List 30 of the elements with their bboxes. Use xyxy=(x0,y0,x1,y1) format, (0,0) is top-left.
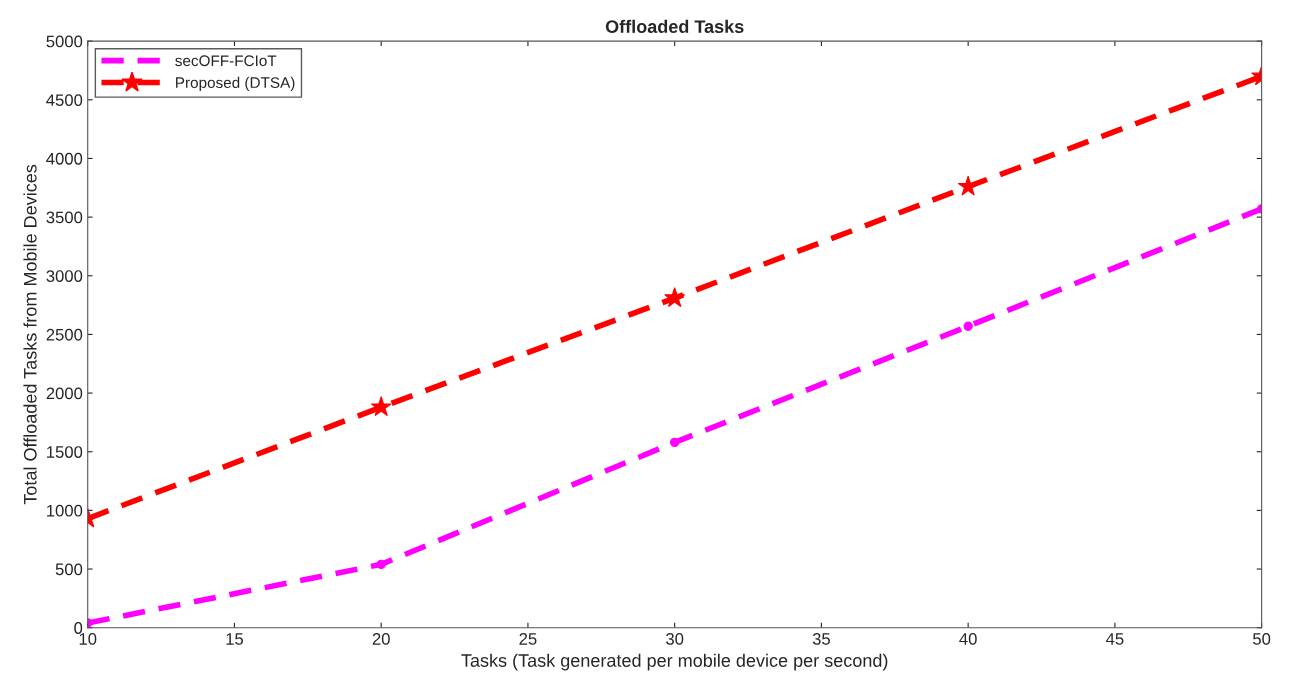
y-tick-label: 3500 xyxy=(46,211,83,224)
y-tick-label: 4500 xyxy=(46,94,83,107)
y-tick-label: 1500 xyxy=(47,446,83,458)
y-tick-label: 3000 xyxy=(46,270,83,282)
y-tick-label: 0 xyxy=(74,622,83,634)
y-axis-title: Total Offloaded Tasks from Mobile Devices xyxy=(23,164,37,505)
legend-label: secOFF-FCIoT xyxy=(175,55,277,67)
y-tick-label: 4000 xyxy=(46,152,83,165)
point xyxy=(963,321,973,331)
x-tick-label: 10 xyxy=(79,632,97,645)
point xyxy=(664,287,686,308)
x-tick-label: 40 xyxy=(959,632,977,645)
x-tick-label: 20 xyxy=(372,632,390,645)
x-tick-label: 35 xyxy=(812,632,830,645)
x-axis-title: Tasks (Task generated per mobile device per second) xyxy=(461,653,888,671)
y-tick-label: 2000 xyxy=(46,387,83,400)
x-tick-label: 45 xyxy=(1106,633,1124,645)
legend-label: Proposed (DTSA) xyxy=(176,76,295,92)
y-tick-label: 5000 xyxy=(46,35,83,48)
point xyxy=(376,559,386,570)
x-tick-label: 15 xyxy=(226,633,244,645)
point xyxy=(669,437,680,448)
y-tick-label: 500 xyxy=(55,563,83,576)
y-tick-label: 2500 xyxy=(46,328,83,341)
x-tick-label: 25 xyxy=(519,632,537,645)
point xyxy=(370,396,392,417)
y-tick-label: 1000 xyxy=(47,504,83,517)
x-tick-label: 30 xyxy=(666,632,684,645)
x-tick-label: 50 xyxy=(1253,632,1271,645)
chart-title: Offloaded Tasks xyxy=(605,19,744,33)
